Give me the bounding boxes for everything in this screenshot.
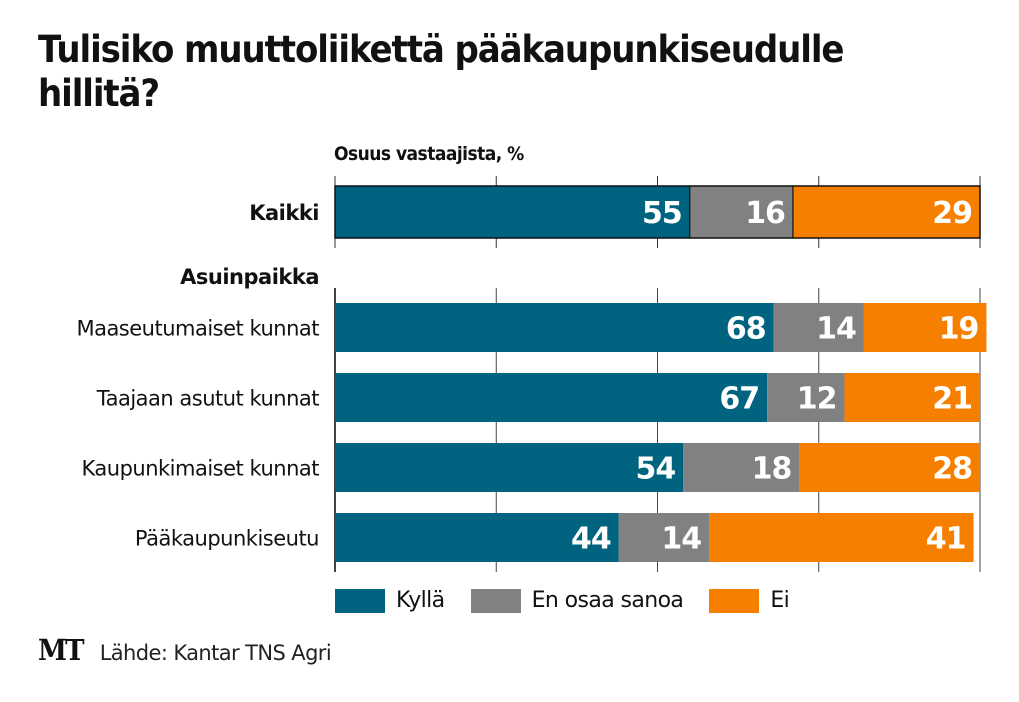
value-label-kaikki-en-osaa-sanoa: 16: [745, 196, 785, 231]
value-label-taajaan-asutut-kunnat-en-osaa-sanoa: 12: [797, 382, 837, 417]
bar-taajaan-asutut-kunnat-en-osaa-sanoa: [767, 373, 845, 422]
value-label-paakaupunkiseutu-ei: 41: [926, 522, 966, 557]
mt-logo: MT: [38, 633, 85, 667]
title-text: Tulisiko muuttoliikettä pääkaupunkiseudu…: [38, 28, 845, 115]
value-label-maaseutumaiset-kunnat-kylla: 68: [726, 312, 766, 347]
legend-item-ei: Ei: [709, 588, 790, 613]
category-label-kaikki: Kaikki: [249, 201, 319, 225]
category-label-maaseutumaiset-kunnat: Maaseutumaiset kunnat: [76, 317, 319, 341]
bar-paakaupunkiseutu-ei: [709, 513, 974, 562]
legend-label-en-osaa-sanoa: En osaa sanoa: [531, 588, 684, 613]
group-heading: Asuinpaikka: [180, 265, 319, 289]
legend-swatch-kylla: [335, 588, 385, 613]
bar-outline-kaikki: [334, 185, 981, 239]
bar-maaseutumaiset-kunnat-en-osaa-sanoa: [773, 303, 864, 352]
legend-label-ei: Ei: [770, 588, 790, 613]
bar-kaikki-kylla: [335, 186, 690, 238]
value-label-maaseutumaiset-kunnat-ei: 19: [939, 312, 979, 347]
bar-kaupunkimaiset-kunnat-kylla: [335, 443, 684, 492]
legend-item-kylla: Kyllä: [335, 588, 445, 613]
bar-paakaupunkiseutu-en-osaa-sanoa: [618, 513, 710, 562]
category-label-paakaupunkiseutu: Pääkaupunkiseutu: [135, 527, 319, 551]
value-label-paakaupunkiseutu-en-osaa-sanoa: 14: [661, 522, 701, 557]
footer: MT Lähde: Kantar TNS Agri: [38, 633, 332, 667]
legend-label-kylla: Kyllä: [396, 588, 445, 613]
legend-swatch-en-osaa-sanoa: [470, 588, 521, 613]
value-label-kaikki-ei: 29: [932, 196, 972, 231]
bar-kaikki-ei: [792, 186, 980, 238]
bar-kaupunkimaiset-kunnat-ei: [799, 443, 980, 492]
value-label-taajaan-asutut-kunnat-kylla: 67: [719, 382, 759, 417]
bar-kaupunkimaiset-kunnat-en-osaa-sanoa: [683, 443, 800, 492]
bar-taajaan-asutut-kunnat-kylla: [335, 373, 768, 422]
value-label-paakaupunkiseutu-kylla: 44: [571, 522, 611, 557]
value-label-kaupunkimaiset-kunnat-ei: 28: [932, 452, 972, 487]
category-label-taajaan-asutut-kunnat: Taajaan asutut kunnat: [96, 387, 320, 411]
bar-paakaupunkiseutu-kylla: [335, 513, 619, 562]
bar-kaikki-en-osaa-sanoa: [689, 186, 793, 238]
legend: Kyllä En osaa sanoa Ei: [335, 588, 815, 613]
value-label-taajaan-asutut-kunnat-ei: 21: [932, 382, 972, 417]
category-label-kaupunkimaiset-kunnat: Kaupunkimaiset kunnat: [81, 457, 319, 481]
bar-taajaan-asutut-kunnat-ei: [844, 373, 980, 422]
legend-item-en-osaa-sanoa: En osaa sanoa: [470, 588, 684, 613]
bar-maaseutumaiset-kunnat-ei: [863, 303, 987, 352]
value-label-maaseutumaiset-kunnat-en-osaa-sanoa: 14: [816, 312, 856, 347]
bar-maaseutumaiset-kunnat-kylla: [335, 303, 774, 352]
source-text: Lähde: Kantar TNS Agri: [99, 641, 332, 665]
chart-subtitle: Osuus vastaajista, %: [334, 143, 524, 165]
value-label-kaikki-kylla: 55: [642, 196, 682, 231]
chart-title: Tulisiko muuttoliikettä pääkaupunkiseudu…: [38, 28, 866, 116]
value-label-kaupunkimaiset-kunnat-en-osaa-sanoa: 18: [752, 452, 792, 487]
legend-swatch-ei: [709, 588, 760, 613]
value-label-kaupunkimaiset-kunnat-kylla: 54: [636, 452, 676, 487]
